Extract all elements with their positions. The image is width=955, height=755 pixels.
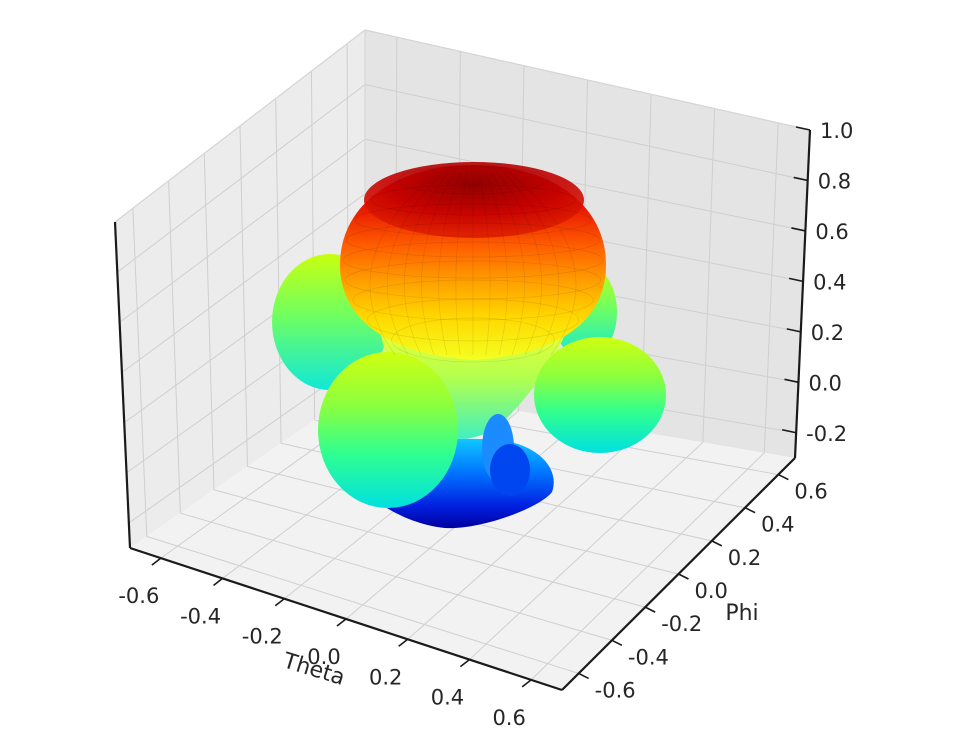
x-tick-2 <box>274 598 285 607</box>
pane-top-left-edge <box>114 29 366 223</box>
mesh-meridian-8 <box>484 171 508 356</box>
z-tick-6 <box>795 126 811 131</box>
y-tick-label-6: 0.6 <box>794 480 827 504</box>
left-axis-edge <box>113 221 132 549</box>
surface-mesh <box>342 165 604 363</box>
z-tick-4 <box>791 227 806 232</box>
mesh-meridian-7 <box>478 171 491 356</box>
y-tick-5 <box>744 506 756 514</box>
y-grid-wall-4 <box>275 98 282 444</box>
mesh-meridian-11 <box>502 171 560 356</box>
y-axis-title: Phi <box>725 601 758 626</box>
y-grid-wall-1 <box>168 180 181 514</box>
mesh-meridian-2 <box>404 171 450 356</box>
mesh-meridian-4 <box>438 171 462 356</box>
y-tick-label-0: -0.6 <box>595 678 636 702</box>
z-tick-label-1: 0.0 <box>808 371 841 395</box>
y-tick-label-3: 0.0 <box>695 579 728 603</box>
side-lobe-front-left <box>318 352 458 508</box>
z-grid-left-3 <box>121 193 366 373</box>
y-tick-0 <box>578 672 590 680</box>
x-grid-wall-5 <box>702 108 716 443</box>
z-tick-label-6: 1.0 <box>820 119 853 143</box>
y-tick-1 <box>611 639 623 647</box>
pane-top-right-edge <box>364 29 811 131</box>
z-tick-1 <box>784 378 799 384</box>
z-grid-right-5 <box>364 84 808 181</box>
x-tick-6 <box>521 679 532 688</box>
y-grid-floor-1 <box>180 512 613 641</box>
mesh-ring-1 <box>370 184 576 216</box>
mesh-ring-3 <box>345 222 601 258</box>
y-tick-label-1: -0.4 <box>628 645 669 669</box>
y-grid-floor-2 <box>213 489 646 608</box>
z-axis-line <box>793 129 812 459</box>
y-tick-label-2: -0.2 <box>661 612 702 636</box>
mesh-meridian-0 <box>369 171 438 356</box>
mesh-ring-6 <box>352 279 594 321</box>
y-tick-3 <box>678 573 689 580</box>
y-tick-2 <box>644 606 656 613</box>
x-tick-label-4: 0.2 <box>369 665 402 689</box>
z-tick-label-4: 0.6 <box>815 220 848 244</box>
z-tick-label-5: 0.8 <box>818 169 851 193</box>
x-tick-0 <box>151 557 162 566</box>
x-tick-1 <box>213 577 224 587</box>
y-grid-wall-0 <box>132 208 148 537</box>
y-tick-4 <box>711 540 723 547</box>
z-grid-left-4 <box>119 138 366 323</box>
x-tick-label-0: -0.6 <box>118 584 159 608</box>
y-grid-floor-0 <box>146 535 579 674</box>
y-grid-wall-2 <box>203 153 215 490</box>
z-tick-3 <box>788 277 804 283</box>
main-lobe-cap <box>364 162 584 238</box>
surface <box>272 162 666 529</box>
mesh-meridian-3 <box>421 171 456 356</box>
z-tick-label-3: 0.4 <box>813 270 846 294</box>
y-tick-6 <box>777 473 789 481</box>
mesh-meridian-12 <box>508 171 577 356</box>
mesh-ring-4 <box>342 241 604 279</box>
mesh-ring-0 <box>398 165 548 195</box>
x-tick-3 <box>336 618 347 627</box>
z-tick-2 <box>786 328 801 333</box>
x-tick-label-2: -0.2 <box>242 625 283 649</box>
x-tick-label-1: -0.4 <box>180 604 221 628</box>
mesh-meridian-10 <box>496 171 542 356</box>
y-tick-label-4: 0.2 <box>728 546 761 570</box>
center-petal-2 <box>490 444 530 496</box>
y-tick-label-5: 0.4 <box>761 513 794 537</box>
z-tick-label-0: -0.2 <box>806 422 847 446</box>
side-lobe-front-right <box>534 337 666 453</box>
mesh-meridian-1 <box>386 171 444 356</box>
mesh-meridian-5 <box>455 171 468 356</box>
tick-labels: -0.6-0.4-0.20.00.20.40.6-0.6-0.4-0.20.00… <box>118 119 853 730</box>
x-grid-wall-6 <box>763 122 779 453</box>
z-tick-5 <box>793 176 808 182</box>
mesh-ring-5 <box>344 260 602 300</box>
x-tick-label-6: 0.6 <box>492 706 525 730</box>
y-grid-wall-3 <box>239 125 248 467</box>
mesh-meridian-9 <box>490 171 525 356</box>
mesh-ring-8 <box>391 317 555 363</box>
y-axis-line <box>561 457 796 691</box>
z-tick-0 <box>781 428 797 434</box>
x-tick-label-3: 0.0 <box>307 645 340 669</box>
mesh-ring-7 <box>366 298 580 342</box>
x-tick-label-5: 0.4 <box>431 686 464 710</box>
z-grid-right-4 <box>364 138 806 232</box>
x-axis-line <box>129 546 563 692</box>
x-tick-5 <box>459 658 470 668</box>
x-tick-4 <box>398 638 409 647</box>
mesh-ring-2 <box>354 203 592 237</box>
z-tick-label-2: 0.2 <box>811 321 844 345</box>
z-grid-left-5 <box>117 84 366 273</box>
axes <box>113 126 812 692</box>
